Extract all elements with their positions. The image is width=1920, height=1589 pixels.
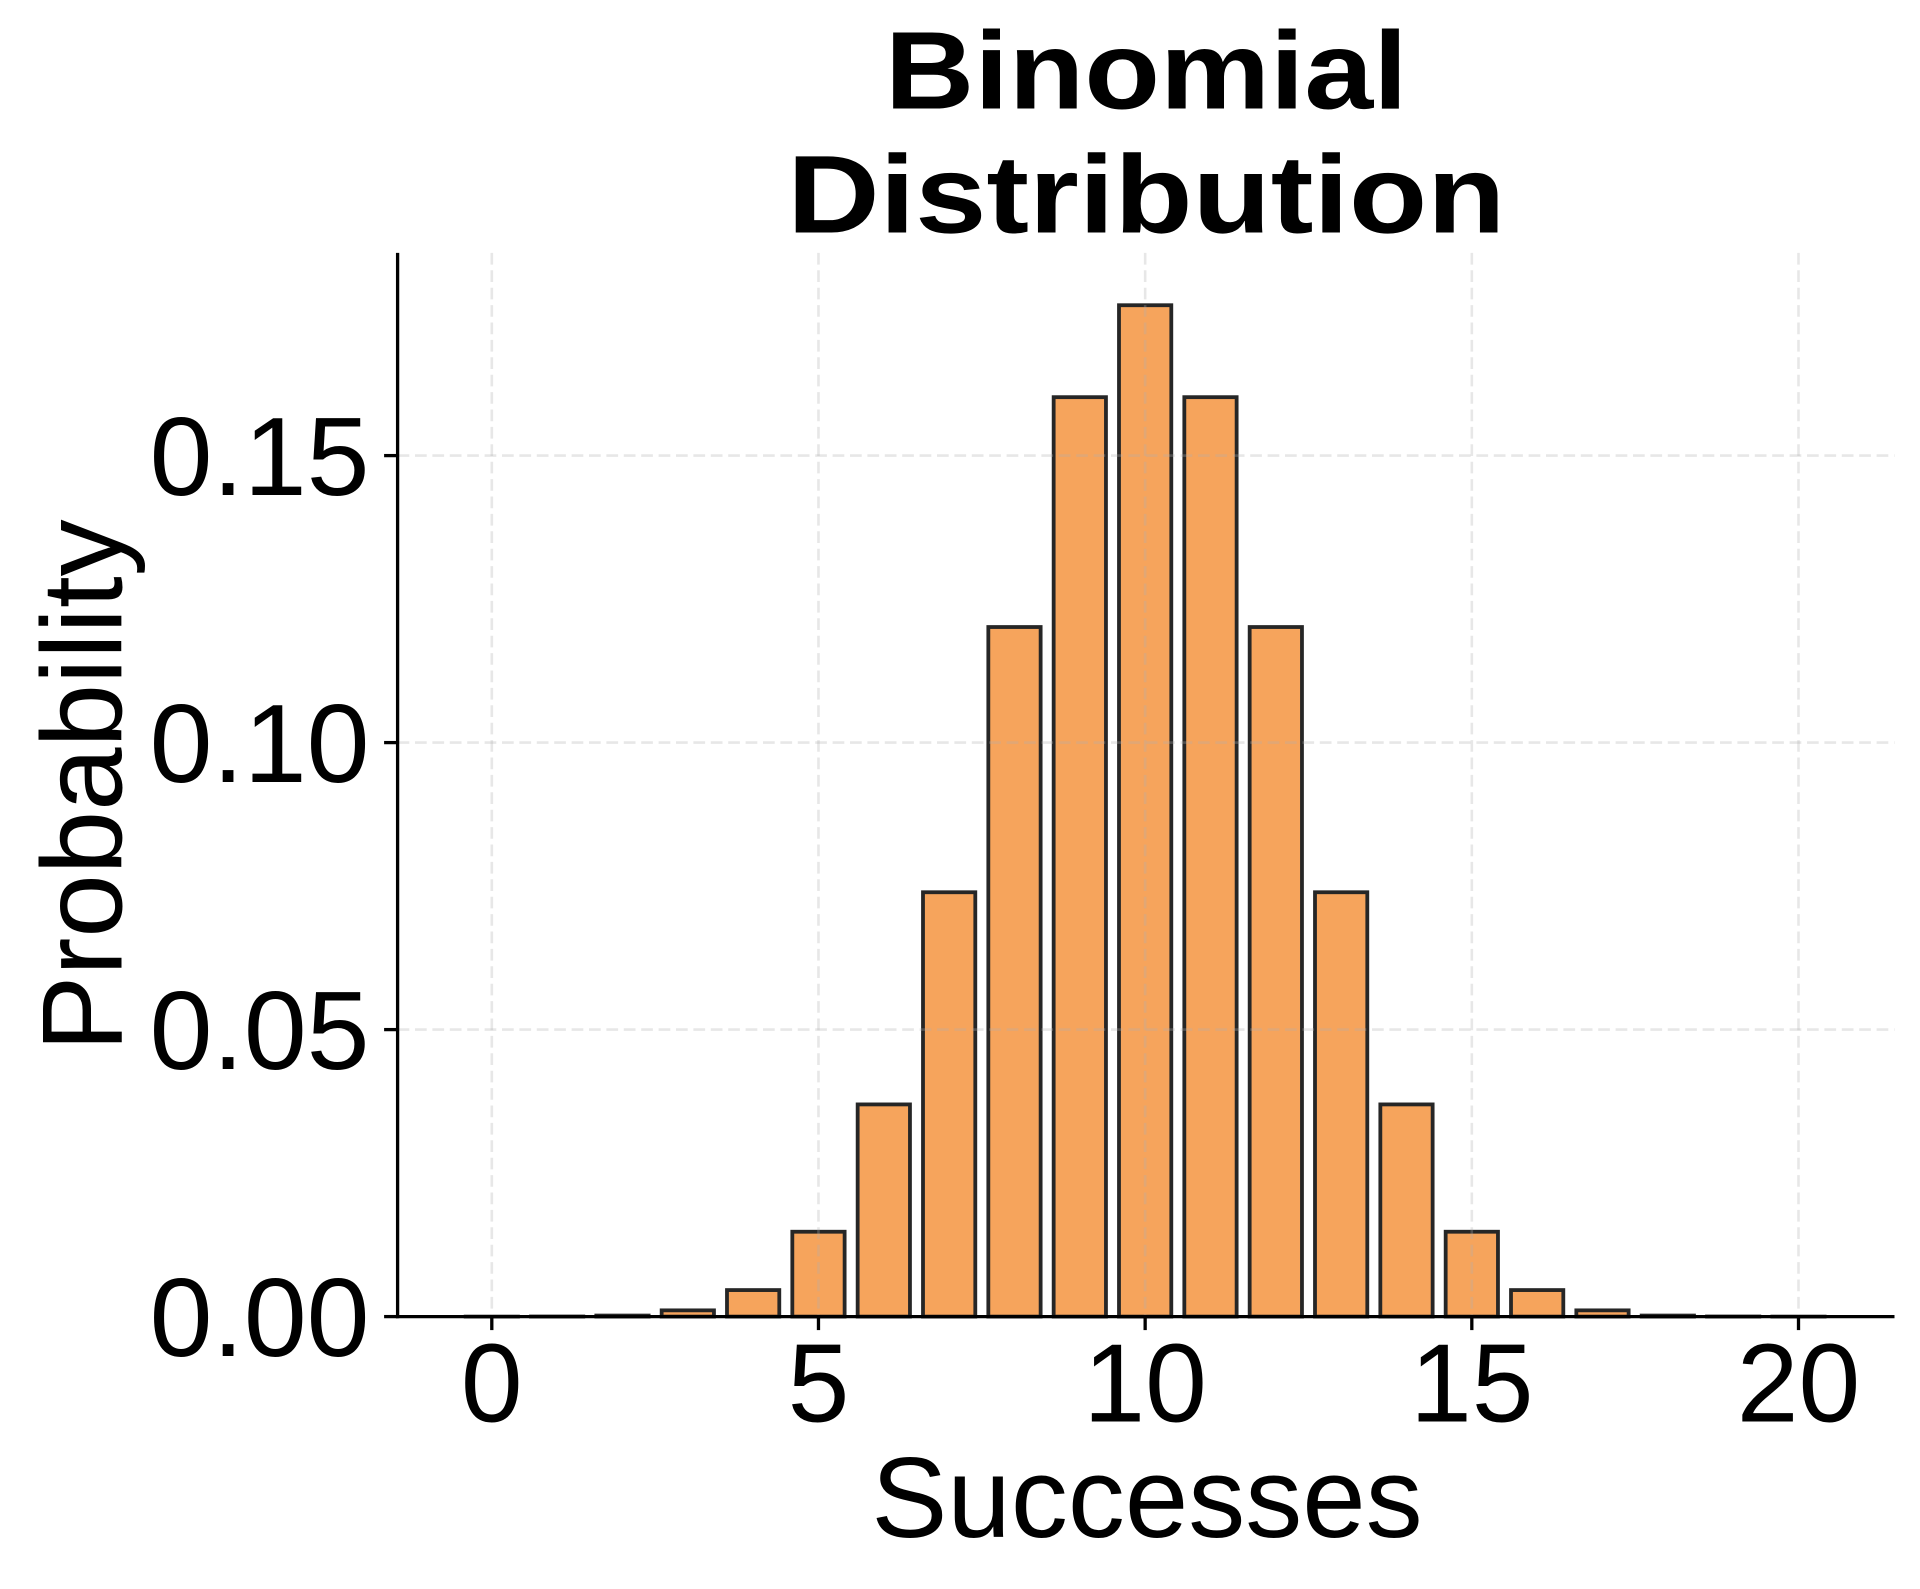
- svg-text:20: 20: [1737, 1321, 1860, 1445]
- svg-text:Probability: Probability: [20, 519, 147, 1051]
- svg-text:0.05: 0.05: [150, 969, 370, 1093]
- svg-text:10: 10: [1083, 1321, 1206, 1445]
- svg-text:0.15: 0.15: [150, 395, 370, 519]
- svg-text:5: 5: [788, 1321, 850, 1445]
- svg-text:15: 15: [1410, 1321, 1533, 1445]
- svg-text:Successes: Successes: [871, 1435, 1422, 1562]
- svg-text:0.10: 0.10: [150, 682, 370, 806]
- svg-text:Distribution: Distribution: [787, 134, 1505, 257]
- svg-text:0: 0: [461, 1321, 523, 1445]
- svg-text:Binomial: Binomial: [885, 10, 1408, 133]
- svg-text:0.00: 0.00: [150, 1256, 370, 1380]
